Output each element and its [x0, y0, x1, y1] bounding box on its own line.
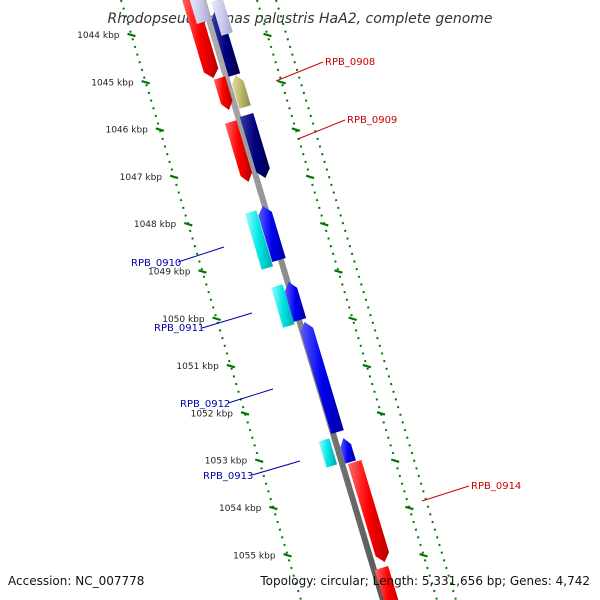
leader-line-rpb-0910	[177, 246, 225, 263]
gene-label-rpb-0909[interactable]: RPB_0909	[347, 115, 397, 126]
gene-feature-reverse-cds[interactable]	[284, 282, 307, 322]
accession-number: Accession: NC_007778	[8, 574, 145, 588]
gene-feature-reverse-cds[interactable]	[239, 113, 270, 178]
scale-tick	[305, 174, 315, 180]
gene-feature-reverse-cds[interactable]	[211, 10, 241, 77]
scale-tick	[348, 316, 357, 322]
scale-tick	[198, 269, 207, 274]
scale-tick	[254, 458, 264, 463]
gene-label-rpb-0908[interactable]: RPB_0908	[325, 57, 375, 68]
scale-tick	[405, 505, 414, 511]
scale-tick	[155, 127, 165, 132]
tick-label: 1052 kbp	[191, 409, 234, 419]
scale-tick	[376, 411, 386, 416]
scale-rings	[120, 0, 458, 600]
tick-label: 1053 kbp	[205, 457, 248, 467]
gene-feature-other-cds[interactable]	[211, 0, 233, 36]
scale-tick	[240, 411, 250, 416]
gene-feature-forward-cds[interactable]	[181, 0, 219, 78]
gene-feature-other-cds[interactable]	[232, 75, 251, 109]
leader-line-rpb-0908	[275, 61, 324, 82]
gene-feature-reverse-cds[interactable]	[340, 438, 356, 464]
tick-label: 1048 kbp	[134, 220, 177, 230]
leader-line-rpb-0909	[297, 119, 346, 140]
gene-label-rpb-0913[interactable]: RPB_0913	[203, 471, 253, 482]
tick-label: 1054 kbp	[219, 504, 262, 514]
map-title: Rhodopseudomonas palustris HaA2, complet…	[107, 11, 492, 27]
scale-tick	[141, 80, 151, 85]
scale-tick	[283, 553, 292, 558]
tick-label: 1046 kbp	[105, 126, 148, 136]
label-leaders	[177, 61, 470, 502]
scale-tick	[263, 32, 272, 38]
scale-tick	[362, 363, 372, 369]
gene-feature-other-cds[interactable]	[318, 438, 338, 468]
scale-tick	[334, 269, 343, 274]
gene-feature-other-cds[interactable]	[271, 284, 295, 328]
scale-tick	[269, 505, 278, 511]
leader-line-rpb-0914	[421, 485, 470, 502]
leader-line-rpb-0913	[251, 460, 301, 476]
tick-label: 1049 kbp	[148, 268, 191, 278]
gene-feature-forward-cds[interactable]	[224, 120, 252, 182]
gene-label-rpb-0910[interactable]: RPB_0910	[131, 258, 181, 269]
gene-feature-other-cds[interactable]	[244, 210, 274, 270]
leader-line-rpb-0912	[227, 388, 274, 404]
tick-label: 1050 kbp	[162, 315, 205, 325]
gene-feature-forward-cds[interactable]	[347, 460, 389, 562]
gene-label-rpb-0912[interactable]: RPB_0912	[180, 399, 230, 410]
gene-feature-reverse-cds[interactable]	[300, 322, 344, 434]
gene-label-rpb-0911[interactable]: RPB_0911	[154, 323, 204, 334]
scale-tick	[277, 80, 287, 85]
gene-feature-forward-cds[interactable]	[374, 566, 402, 600]
gene-feature-other-cds[interactable]	[189, 0, 211, 24]
scale-tick	[291, 127, 301, 132]
scale-tick	[183, 221, 193, 227]
scale-tick	[127, 32, 136, 38]
tick-labels: 1044 kbp 1045 kbp 1046 kbp 1047 kbp 1048 kbp…	[77, 31, 276, 561]
leader-line-rpb-0911	[201, 312, 253, 329]
gene-label-rpb-0914[interactable]: RPB_0914	[471, 481, 521, 492]
scale-tick	[212, 316, 221, 322]
gene-feature-reverse-cds[interactable]	[258, 206, 286, 262]
tick-label: 1055 kbp	[233, 551, 276, 561]
tick-label: 1047 kbp	[120, 173, 163, 183]
scale-tick	[319, 221, 329, 227]
gene-feature-forward-cds[interactable]	[213, 76, 233, 110]
tick-label: 1045 kbp	[91, 78, 134, 88]
gene-features	[181, 0, 402, 600]
scale-tick	[419, 553, 428, 558]
genome-summary: Topology: circular; Length: 5,331,656 bp…	[260, 574, 590, 588]
scale-tick	[390, 458, 400, 463]
tick-label: 1044 kbp	[77, 31, 120, 41]
scale-tick	[169, 174, 179, 180]
scale-tick	[226, 363, 236, 369]
tick-label: 1051 kbp	[176, 362, 219, 372]
